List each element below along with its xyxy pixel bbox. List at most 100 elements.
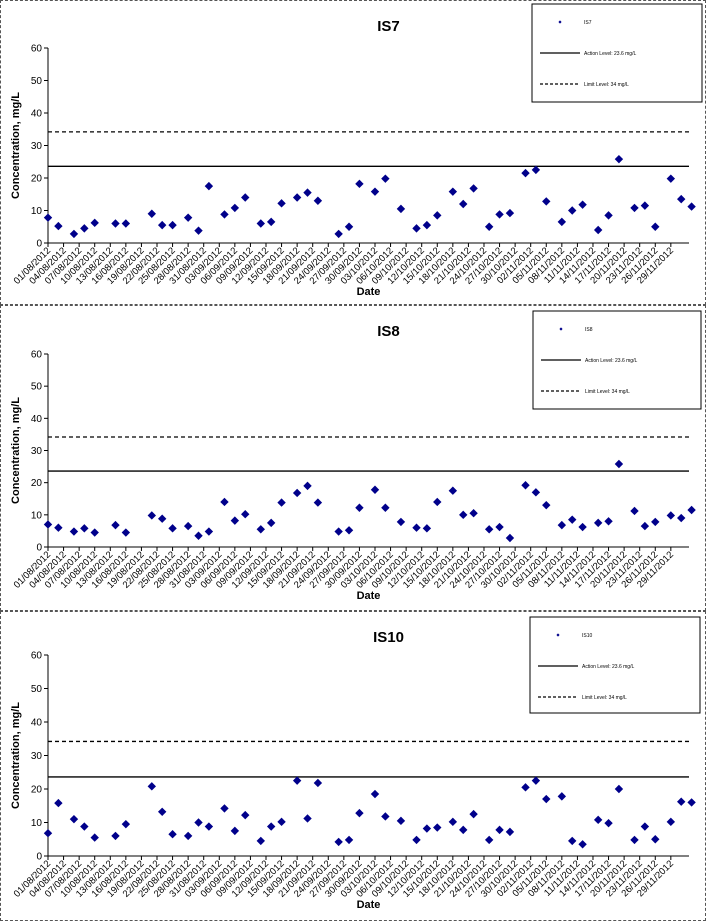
legend-label: Limit Level: 34 mg/L — [585, 389, 630, 395]
data-point — [521, 783, 530, 792]
data-point — [422, 220, 432, 230]
y-tick-label: 40 — [31, 718, 43, 729]
x-axis-label: Date — [357, 899, 381, 911]
data-point — [292, 776, 302, 785]
data-point — [266, 217, 276, 227]
chart-title: IS7 — [377, 18, 400, 35]
legend-marker — [559, 327, 563, 331]
y-tick-label: 50 — [31, 684, 43, 695]
data-point — [54, 798, 63, 808]
y-tick-label: 30 — [31, 751, 43, 762]
data-point — [69, 814, 79, 824]
data-point — [204, 181, 214, 191]
data-point — [422, 824, 432, 833]
data-point — [604, 517, 613, 526]
y-tick-label: 0 — [36, 852, 42, 863]
y-tick-label: 60 — [31, 350, 43, 361]
data-point — [121, 528, 131, 537]
data-point — [80, 822, 89, 831]
data-point — [448, 486, 458, 495]
data-point — [614, 784, 624, 794]
data-point — [90, 528, 99, 537]
data-point — [90, 833, 99, 842]
data-point — [630, 203, 639, 213]
legend-label: IS8 — [585, 327, 593, 333]
data-point — [370, 485, 380, 494]
legend-marker — [556, 633, 560, 637]
data-point — [484, 222, 494, 231]
y-axis-label: Concentration, mg/L — [10, 702, 22, 809]
chart-title: IS10 — [373, 629, 404, 646]
y-tick-label: 20 — [31, 478, 43, 489]
data-point — [370, 187, 380, 196]
data-point — [568, 206, 577, 215]
data-point — [412, 523, 421, 532]
data-point — [54, 221, 63, 231]
data-point — [687, 798, 696, 807]
data-point — [396, 204, 406, 214]
data-point — [677, 797, 686, 806]
data-point — [344, 835, 354, 845]
data-point — [355, 179, 364, 189]
data-point — [266, 518, 276, 528]
data-point — [230, 516, 240, 525]
data-point — [241, 509, 250, 519]
data-point — [168, 524, 177, 533]
data-point — [412, 224, 421, 233]
data-point — [557, 520, 567, 530]
data-point — [484, 835, 494, 845]
data-point — [147, 209, 157, 218]
data-point — [313, 196, 323, 205]
data-point — [111, 520, 120, 530]
data-point — [640, 521, 650, 531]
data-point — [43, 829, 53, 838]
data-point — [531, 776, 541, 785]
data-point — [568, 836, 577, 846]
legend: IS7 Action Level: 23.6 mg/L Limit Level: 3… — [531, 3, 703, 103]
data-point — [542, 197, 551, 206]
data-point — [183, 521, 193, 531]
data-point — [292, 193, 302, 202]
data-point — [277, 199, 286, 208]
data-point — [593, 815, 603, 825]
data-point — [241, 810, 250, 820]
y-tick-label: 30 — [31, 446, 43, 457]
data-point — [111, 219, 120, 228]
data-point — [557, 217, 567, 227]
data-point — [531, 165, 541, 175]
data-point — [204, 527, 214, 536]
data-point — [194, 818, 203, 827]
data-point — [303, 188, 312, 197]
data-point — [220, 804, 229, 813]
data-point — [521, 168, 530, 178]
legend-label: Action Level: 23.6 mg/L — [585, 358, 637, 364]
data-point — [43, 213, 53, 222]
data-point — [204, 822, 214, 831]
data-point — [640, 201, 650, 210]
data-point — [459, 510, 468, 520]
data-point — [256, 525, 266, 534]
data-point — [183, 213, 193, 222]
data-point — [277, 498, 286, 507]
y-tick-label: 0 — [36, 543, 42, 554]
data-point — [80, 524, 89, 533]
y-tick-label: 40 — [31, 109, 43, 120]
data-point — [459, 825, 468, 835]
legend-label: IS10 — [582, 633, 593, 639]
data-point — [484, 525, 494, 534]
data-point — [370, 789, 380, 799]
data-point — [677, 513, 686, 523]
y-tick-label: 10 — [31, 206, 43, 217]
data-point — [157, 220, 167, 230]
data-point — [469, 184, 478, 193]
data-point — [355, 808, 364, 818]
y-tick-label: 60 — [31, 651, 43, 662]
data-point — [557, 792, 567, 801]
y-tick-label: 10 — [31, 510, 43, 521]
data-point — [121, 219, 131, 228]
data-point — [505, 827, 515, 837]
data-point — [334, 229, 343, 239]
data-point — [604, 818, 613, 828]
legend-label: IS7 — [584, 20, 592, 26]
